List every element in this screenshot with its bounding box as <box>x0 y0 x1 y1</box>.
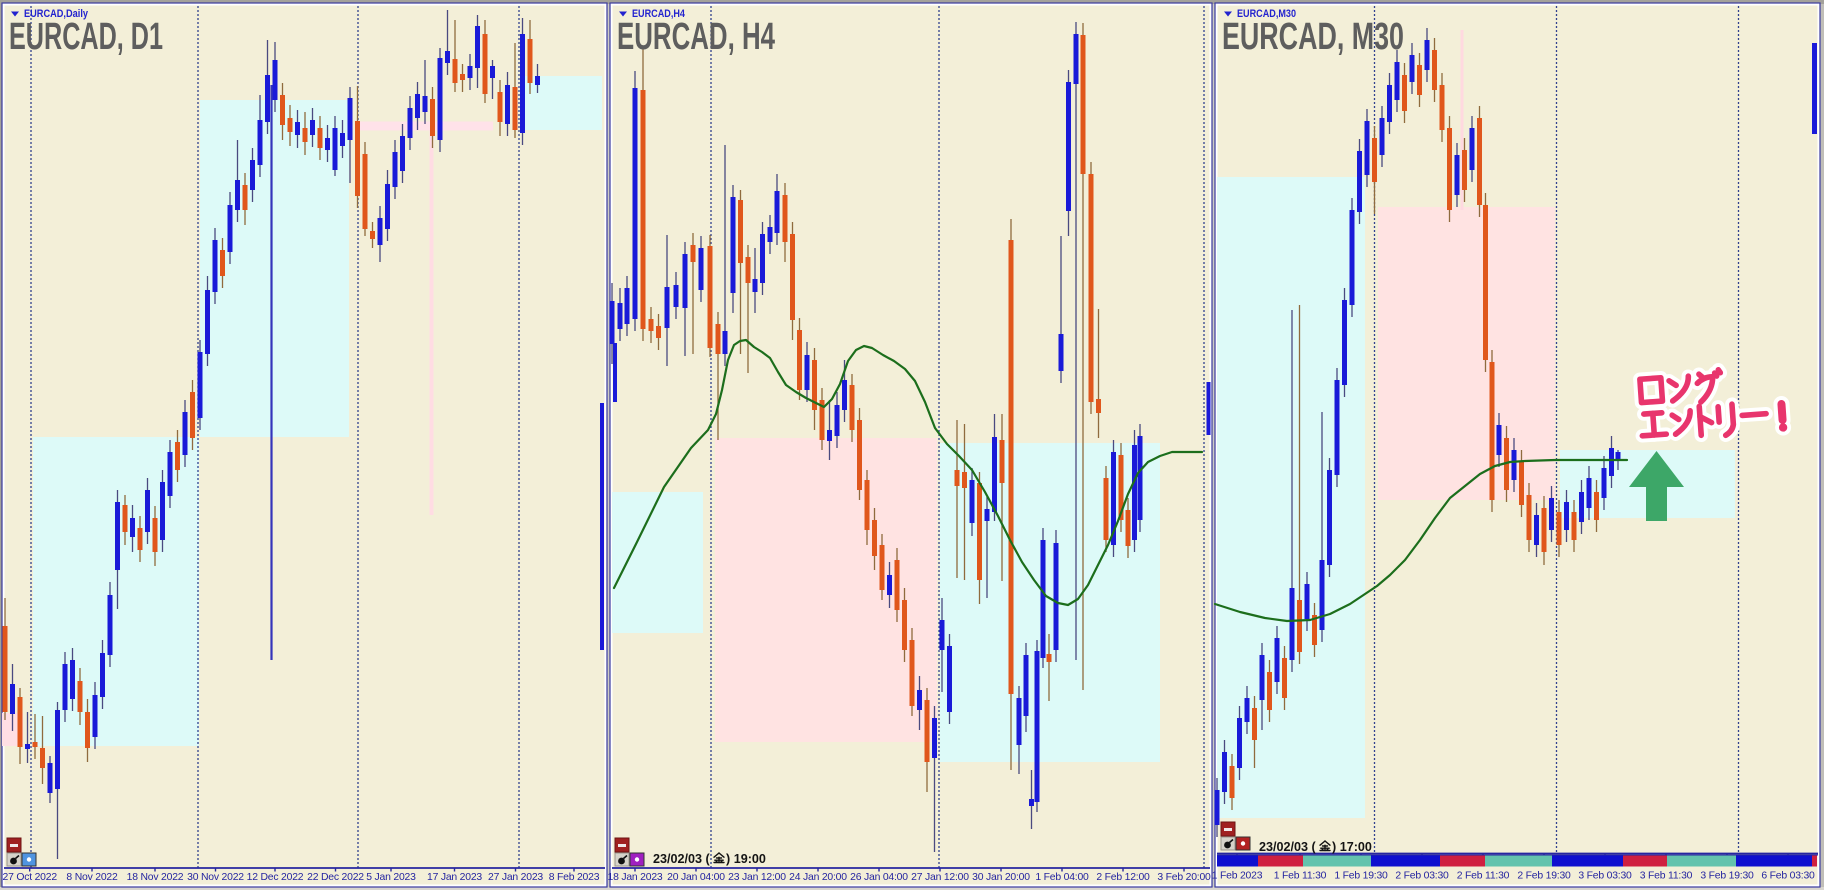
svg-text:EURCAD,Daily: EURCAD,Daily <box>24 8 89 20</box>
svg-text:EURCAD,M30: EURCAD,M30 <box>1237 8 1296 20</box>
svg-text:EURCAD, M30: EURCAD, M30 <box>1222 16 1404 58</box>
svg-text:3 Feb 20:00: 3 Feb 20:00 <box>1157 872 1211 883</box>
svg-text:22 Dec 2022: 22 Dec 2022 <box>307 872 364 883</box>
svg-text:27 Oct 2022: 27 Oct 2022 <box>2 872 57 883</box>
svg-text:2 Feb 19:30: 2 Feb 19:30 <box>1517 871 1571 882</box>
svg-text:24 Jan 20:00: 24 Jan 20:00 <box>789 872 847 883</box>
svg-text:EURCAD, H4: EURCAD, H4 <box>617 16 775 58</box>
svg-text:2 Feb 11:30: 2 Feb 11:30 <box>1457 871 1510 882</box>
svg-text:8 Feb 2023: 8 Feb 2023 <box>549 872 600 883</box>
svg-text:18 Jan 2023: 18 Jan 2023 <box>608 872 663 883</box>
svg-text:30 Nov 2022: 30 Nov 2022 <box>187 872 244 883</box>
svg-text:) 17:00: ) 17:00 <box>1332 840 1372 854</box>
svg-text:3 Feb 19:30: 3 Feb 19:30 <box>1700 871 1754 882</box>
svg-text:30 Jan 20:00: 30 Jan 20:00 <box>972 872 1030 883</box>
svg-text:5 Jan 2023: 5 Jan 2023 <box>366 872 416 883</box>
svg-text:1 Feb 04:00: 1 Feb 04:00 <box>1035 872 1089 883</box>
svg-text:17 Jan 2023: 17 Jan 2023 <box>427 872 482 883</box>
svg-text:23/02/03 (: 23/02/03 ( <box>653 852 711 866</box>
svg-text:) 19:00: ) 19:00 <box>726 852 766 866</box>
svg-text:12 Dec 2022: 12 Dec 2022 <box>247 872 304 883</box>
svg-text:23/02/03 (: 23/02/03 ( <box>1259 840 1317 854</box>
svg-text:23 Jan 12:00: 23 Jan 12:00 <box>728 872 786 883</box>
svg-text:1 Feb 2023: 1 Feb 2023 <box>1212 871 1263 882</box>
svg-text:3 Feb 11:30: 3 Feb 11:30 <box>1640 871 1693 882</box>
svg-text:3 Feb 03:30: 3 Feb 03:30 <box>1578 871 1632 882</box>
svg-text:6 Feb 03:30: 6 Feb 03:30 <box>1761 871 1815 882</box>
svg-text:EURCAD, D1: EURCAD, D1 <box>9 16 163 58</box>
svg-text:27 Jan 12:00: 27 Jan 12:00 <box>911 872 969 883</box>
svg-text:2 Feb 03:30: 2 Feb 03:30 <box>1395 871 1449 882</box>
svg-text:20 Jan 04:00: 20 Jan 04:00 <box>667 872 725 883</box>
svg-text:8 Nov 2022: 8 Nov 2022 <box>66 872 118 883</box>
svg-text:18 Nov 2022: 18 Nov 2022 <box>127 872 184 883</box>
svg-text:1 Feb 11:30: 1 Feb 11:30 <box>1274 871 1327 882</box>
svg-text:1 Feb 19:30: 1 Feb 19:30 <box>1334 871 1388 882</box>
svg-text:27 Jan 2023: 27 Jan 2023 <box>488 872 543 883</box>
svg-text:26 Jan 04:00: 26 Jan 04:00 <box>850 872 908 883</box>
svg-text:EURCAD,H4: EURCAD,H4 <box>632 8 686 20</box>
svg-text:2 Feb 12:00: 2 Feb 12:00 <box>1096 872 1150 883</box>
